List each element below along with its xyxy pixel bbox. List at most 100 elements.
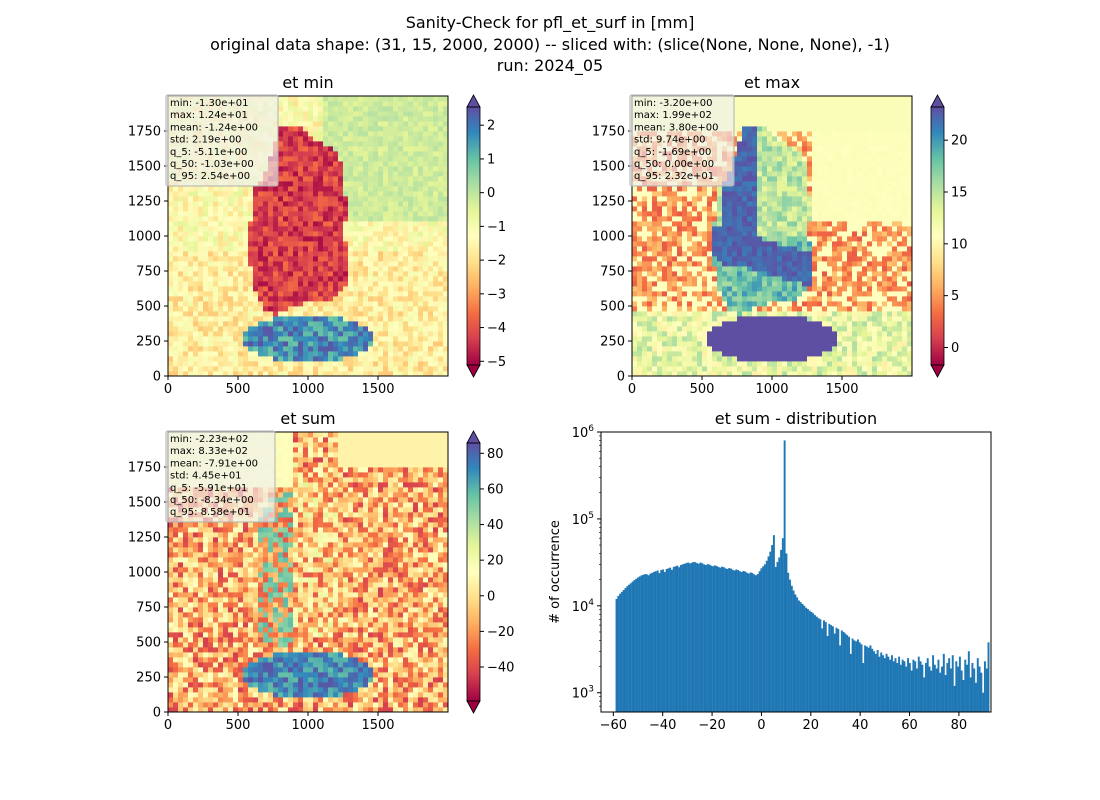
- histogram-bar: [860, 644, 863, 712]
- y-tick-label: 1000: [128, 566, 161, 581]
- histogram-bar: [656, 570, 659, 712]
- histogram-bar: [957, 666, 960, 712]
- histogram-bar: [701, 563, 704, 712]
- histogram-bar: [644, 574, 647, 712]
- histogram-bar: [799, 602, 802, 712]
- histogram-bar: [776, 561, 779, 712]
- histogram-bar: [629, 583, 632, 712]
- histogram-bar: [676, 565, 679, 712]
- stats-line: q_5: -5.11e+00: [170, 147, 247, 158]
- y-tick-label: 1750: [128, 461, 161, 476]
- colorbar-frame: [930, 106, 945, 366]
- colorbar-et-min: 2 1 0 −1 −2 −3 −4 −5: [466, 94, 506, 378]
- histogram-bars: [615, 440, 990, 712]
- histogram-bar: [722, 567, 725, 712]
- histogram-bar: [932, 655, 935, 712]
- histogram-bar: [645, 574, 648, 712]
- histogram-bar: [733, 570, 736, 712]
- histogram-bar: [738, 571, 741, 712]
- histogram-bar: [851, 638, 854, 712]
- histogram-bar: [867, 647, 870, 712]
- histogram-bar: [721, 566, 724, 712]
- histogram-bar: [876, 650, 879, 712]
- histogram-bar: [783, 440, 786, 712]
- histogram-bar: [703, 564, 706, 712]
- colorbar-et-max: 20 15 10 5 0: [930, 94, 968, 378]
- histogram-bar: [649, 573, 652, 712]
- histogram-bar: [835, 627, 838, 712]
- histogram-bar: [797, 600, 800, 712]
- histogram-bar: [837, 629, 840, 712]
- figure-title-line-2: original data shape: (31, 15, 2000, 2000…: [210, 35, 890, 54]
- histogram-bar: [665, 569, 668, 712]
- histogram-bar: [923, 677, 926, 712]
- histogram-bar: [674, 566, 677, 712]
- histogram-bar: [848, 636, 850, 712]
- y-tick-label: 250: [600, 335, 625, 350]
- histogram-bar: [810, 611, 813, 712]
- x-tick-label: 500: [226, 718, 251, 733]
- histogram-bar: [769, 551, 772, 712]
- colorbar-tick-label: −4: [487, 321, 506, 336]
- histogram-bar: [844, 633, 847, 712]
- histogram-bar: [651, 572, 654, 712]
- x-tick-label: 500: [226, 382, 251, 397]
- colorbar-tick-label: 10: [951, 237, 968, 252]
- histogram-bar: [751, 573, 754, 712]
- histogram-bar: [678, 567, 681, 712]
- y-tick-label: 500: [600, 300, 625, 315]
- histogram-bar: [713, 565, 716, 712]
- histogram-bar: [737, 570, 740, 712]
- histogram-bar: [663, 571, 666, 712]
- histogram-bar: [671, 569, 673, 712]
- stats-line: mean: -7.91e+00: [170, 458, 258, 469]
- histogram-bar: [821, 628, 824, 712]
- histogram-bar: [808, 610, 811, 712]
- histogram-bar: [708, 564, 711, 712]
- x-tick-label: 80: [951, 718, 968, 733]
- stats-line: max: 8.33e+02: [170, 446, 248, 457]
- histogram-bar: [815, 616, 818, 712]
- histogram-bar: [704, 564, 707, 712]
- histogram-bar: [805, 607, 808, 712]
- heatmap-et-sum: [168, 432, 449, 713]
- histogram-bar: [640, 575, 643, 712]
- stats-line: std: 2.19e+00: [170, 135, 242, 146]
- histogram-bar: [744, 571, 747, 712]
- histogram-bar: [771, 545, 774, 712]
- y-tick-label: 500: [136, 300, 161, 315]
- stats-line: min: -2.23e+02: [170, 434, 249, 445]
- x-tick-label: 1000: [755, 382, 788, 397]
- y-tick-label: 250: [136, 671, 161, 686]
- histogram-bar: [969, 677, 972, 712]
- x-tick-label: −60: [600, 718, 627, 733]
- histogram-bar: [620, 591, 623, 712]
- histogram-bar: [937, 659, 940, 712]
- histogram-bar: [908, 662, 911, 712]
- histogram-bar: [960, 670, 963, 712]
- histogram-bar: [823, 620, 825, 712]
- histogram-bar: [662, 569, 664, 712]
- histogram-bar: [846, 635, 849, 712]
- histogram-bar: [933, 664, 936, 712]
- histogram-bar: [858, 642, 861, 712]
- histogram-bar: [951, 655, 954, 712]
- colorbar-tick-label: 2: [487, 119, 495, 134]
- histogram-bar: [787, 572, 790, 712]
- colorbar-tick-label: 80: [487, 447, 504, 462]
- histogram-bar: [880, 652, 883, 712]
- histogram-bar: [926, 658, 929, 712]
- histogram-bar: [730, 568, 732, 712]
- histogram-bar: [840, 630, 843, 712]
- axes-et-max: 0 500 1000 1500 0 250 500 750 1000 1250 1500 1750: [592, 125, 859, 398]
- colorbar-frame: [466, 106, 481, 366]
- x-tick-label: 500: [690, 382, 715, 397]
- histogram-bar: [631, 581, 634, 712]
- histogram-bar: [905, 666, 908, 712]
- histogram-bar: [765, 560, 768, 712]
- histogram-bar: [637, 577, 639, 712]
- histogram-bar: [910, 670, 913, 712]
- histogram-bar: [987, 642, 990, 712]
